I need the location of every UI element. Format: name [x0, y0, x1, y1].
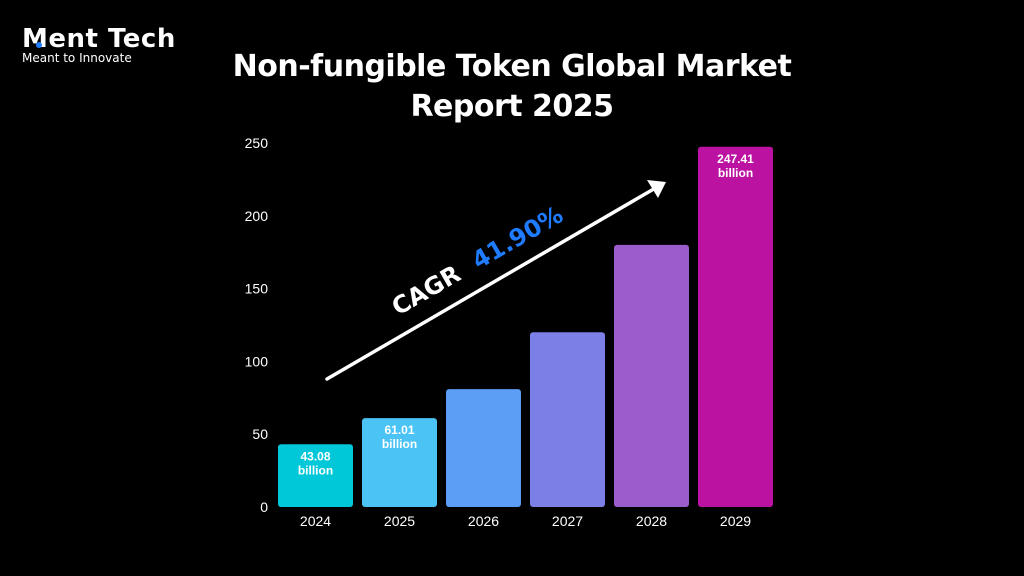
- data-label: 61.01: [384, 423, 414, 437]
- x-tick-label: 2028: [636, 513, 667, 529]
- x-axis: 2024 2025 2026 2027 2028 2029: [300, 513, 751, 529]
- bars: [278, 146, 773, 508]
- logo-tagline: Meant to Innovate: [22, 51, 132, 65]
- cagr-arrow-head-icon: [647, 180, 666, 198]
- cagr-arrow-line: [325, 188, 654, 381]
- x-tick-label: 2025: [384, 513, 415, 529]
- cagr-label: CAGR: [387, 260, 465, 321]
- logo-dot-icon: [36, 42, 42, 48]
- cagr-text: CAGR 41.90%: [387, 201, 568, 322]
- logo-name: Ment Tech: [22, 24, 176, 54]
- bar-2028: [614, 244, 689, 508]
- y-tick-label: 250: [245, 135, 269, 151]
- y-tick-label: 0: [260, 499, 268, 515]
- x-tick-label: 2029: [720, 513, 751, 529]
- data-label: 43.08: [300, 449, 330, 463]
- y-tick-label: 150: [245, 281, 269, 297]
- x-tick-label: 2024: [300, 513, 331, 529]
- y-tick-label: 50: [252, 426, 268, 442]
- cagr-value: 41.90%: [467, 201, 568, 275]
- bar-2025: [362, 418, 437, 507]
- y-axis: 0 50 100 150 200 250: [245, 135, 269, 515]
- brand-logo: Ment Tech Meant to Innovate: [22, 24, 202, 68]
- bar-2029: [698, 146, 773, 507]
- x-tick-label: 2027: [552, 513, 583, 529]
- y-tick-label: 100: [245, 353, 269, 369]
- data-label: billion: [298, 463, 333, 477]
- data-label: billion: [718, 166, 753, 180]
- chart-title: Non-fungible Token Global Market Report …: [232, 49, 792, 124]
- data-label: billion: [382, 437, 417, 451]
- bar-2026: [446, 389, 521, 507]
- data-label: 247.41: [717, 152, 754, 166]
- bar-2027: [530, 332, 605, 507]
- y-tick-label: 200: [245, 208, 269, 224]
- bar-2024: [278, 444, 353, 507]
- x-tick-label: 2026: [468, 513, 499, 529]
